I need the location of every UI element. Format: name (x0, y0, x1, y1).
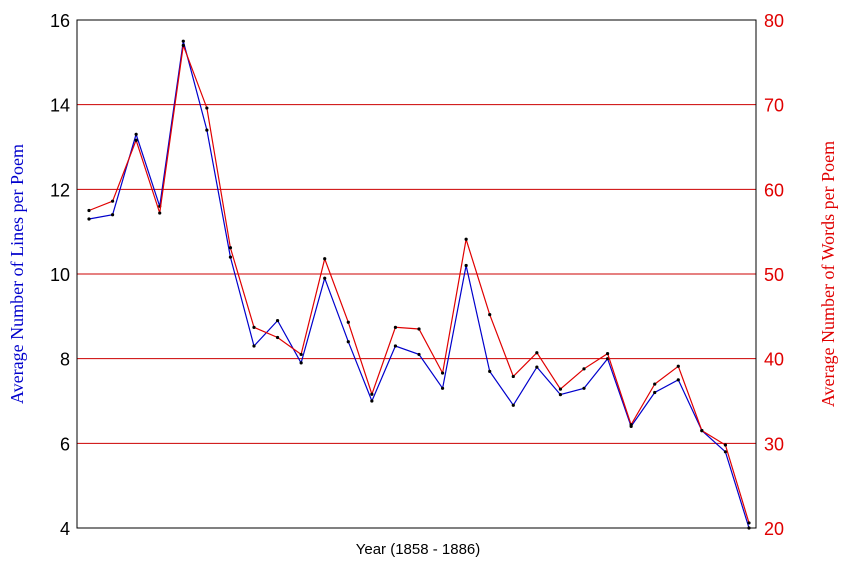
x-axis-label: Year (1858 - 1886) (356, 541, 481, 558)
data-point (558, 387, 563, 391)
data-point (417, 352, 421, 357)
data-point (87, 208, 91, 213)
data-point (228, 246, 233, 250)
data-point (653, 382, 657, 386)
data-point (676, 378, 680, 382)
data-point (558, 393, 563, 397)
data-point (252, 325, 256, 329)
data-point (205, 106, 209, 110)
data-point (488, 369, 492, 373)
data-point (181, 39, 185, 43)
data-point (582, 386, 586, 390)
data-point (464, 237, 468, 241)
right-tick-label: 40 (764, 350, 784, 370)
series-layer (87, 39, 751, 530)
left-tick-label: 10 (50, 265, 70, 285)
left-y-axis-label: Average Number of Lines per Poem (7, 144, 27, 404)
data-point (323, 276, 327, 280)
data-point (134, 138, 138, 142)
data-point (629, 423, 633, 427)
data-point (582, 367, 586, 371)
data-point (535, 365, 539, 369)
data-point (110, 213, 115, 217)
right-tick-label: 50 (764, 265, 784, 285)
data-point (535, 351, 539, 355)
right-axis-ticks: 20 30 40 50 60 70 80 (764, 11, 784, 539)
left-tick-label: 12 (50, 180, 70, 200)
data-point (323, 257, 327, 261)
data-point (158, 211, 162, 215)
data-point (252, 344, 256, 348)
data-point (464, 263, 468, 268)
right-tick-label: 80 (764, 11, 784, 31)
data-point (440, 371, 445, 375)
right-tick-label: 20 (764, 519, 784, 539)
data-point (511, 403, 515, 407)
data-point (228, 255, 233, 259)
gridlines (77, 104, 756, 444)
series-line-words (88, 45, 750, 524)
data-point (488, 313, 492, 317)
data-point (747, 521, 751, 525)
data-point (134, 132, 138, 136)
right-tick-label: 30 (764, 434, 784, 454)
data-point (275, 335, 280, 340)
data-point (700, 429, 704, 433)
right-tick-label: 70 (764, 96, 784, 116)
left-axis-ticks: 4 6 8 10 12 14 16 (50, 11, 70, 539)
data-point (346, 320, 350, 324)
data-point (275, 318, 280, 323)
data-point (393, 344, 398, 348)
data-point (723, 450, 728, 454)
data-point (87, 217, 91, 221)
data-point (511, 374, 515, 379)
data-point (605, 357, 610, 361)
data-point (346, 340, 350, 344)
data-point (723, 443, 728, 447)
data-point (110, 199, 115, 203)
data-point (653, 390, 657, 395)
data-point (181, 43, 185, 48)
left-tick-label: 4 (60, 519, 70, 539)
left-tick-label: 8 (60, 350, 70, 370)
data-point (393, 325, 398, 329)
right-y-axis-label: Average Number of Words per Poem (818, 141, 838, 407)
data-point (417, 327, 421, 331)
data-point (440, 386, 445, 390)
series-line-lines (88, 41, 750, 529)
data-point (370, 392, 374, 396)
data-point (676, 364, 680, 368)
data-point (205, 128, 209, 132)
left-tick-label: 14 (50, 96, 70, 116)
left-tick-label: 6 (60, 434, 70, 454)
plot-frame (76, 19, 757, 529)
data-point (299, 361, 303, 365)
data-point (370, 399, 374, 403)
left-tick-label: 16 (50, 11, 70, 31)
right-tick-label: 60 (764, 180, 784, 200)
data-point (605, 351, 610, 356)
data-point (299, 352, 303, 357)
